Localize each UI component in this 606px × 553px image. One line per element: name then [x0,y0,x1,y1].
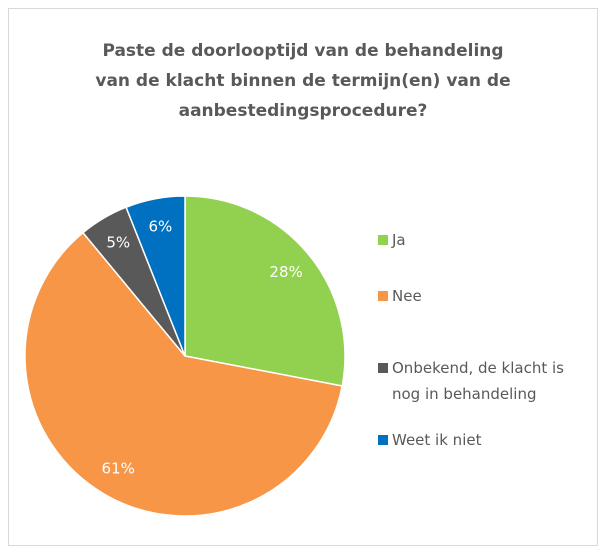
legend-swatch [378,235,388,245]
legend-item: Weet ik niet [378,427,578,453]
legend-label: Nee [392,287,422,305]
legend-item: Onbekend, de klacht is nog in behandelin… [378,355,578,407]
legend-item: Ja [378,227,578,253]
legend-swatch [378,363,388,373]
data-label: 28% [269,263,302,281]
legend-label: Weet ik niet [392,431,482,449]
chart-title: Paste de doorlooptijd van de behandeling… [95,41,511,121]
legend-swatch [378,435,388,445]
pie-slice [184,195,346,387]
data-label: 61% [102,459,135,477]
data-label: 5% [106,234,130,252]
legend-label: Ja [392,231,406,249]
legend-label: Onbekend, de klacht is nog in behandelin… [392,359,564,403]
legend-swatch [378,291,388,301]
legend-item: Nee [378,283,578,309]
pie-slice [125,195,186,357]
data-label: 6% [149,218,173,236]
pie-slice [24,231,344,517]
